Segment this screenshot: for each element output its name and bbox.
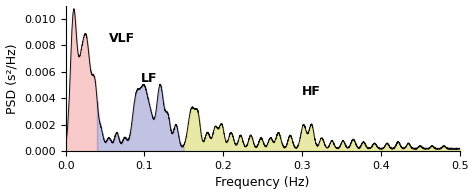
X-axis label: Frequency (Hz): Frequency (Hz) <box>215 176 310 190</box>
Text: VLF: VLF <box>109 32 135 45</box>
Y-axis label: PSD (s²/Hz): PSD (s²/Hz) <box>6 43 18 114</box>
Text: LF: LF <box>140 72 157 85</box>
Text: HF: HF <box>302 85 321 98</box>
